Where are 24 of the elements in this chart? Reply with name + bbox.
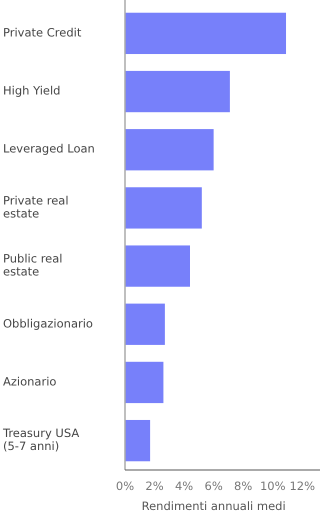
x-tick-label: 12% xyxy=(289,479,316,493)
x-tick-label: 4% xyxy=(174,479,194,493)
x-tick-label: 0% xyxy=(116,479,134,493)
x-tick-label: 8% xyxy=(234,479,252,493)
bar xyxy=(125,12,286,54)
bar xyxy=(125,362,164,404)
x-tick-label: 2% xyxy=(145,479,164,493)
y-tick-label: Public real estate xyxy=(3,252,62,279)
bar xyxy=(125,187,202,229)
x-tick-label: 6% xyxy=(204,479,223,493)
y-tick-label: Azionario xyxy=(3,374,56,389)
y-tick-label: Treasury USA (5-7 anni) xyxy=(2,426,80,454)
bar xyxy=(125,70,230,112)
bar xyxy=(125,245,190,287)
y-tick-label: Private real estate xyxy=(3,194,69,221)
y-tick-label: Leveraged Loan xyxy=(3,142,95,156)
y-tick-label: High Yield xyxy=(3,84,60,98)
bar xyxy=(125,129,214,170)
y-tick-label: Private Credit xyxy=(3,26,82,40)
bar xyxy=(125,420,150,462)
bar xyxy=(125,304,165,345)
x-axis-title: Rendimenti annuali medi xyxy=(142,499,286,513)
y-tick-label: Obbligazionario xyxy=(3,316,93,330)
x-tick-label: 10% xyxy=(260,479,286,493)
